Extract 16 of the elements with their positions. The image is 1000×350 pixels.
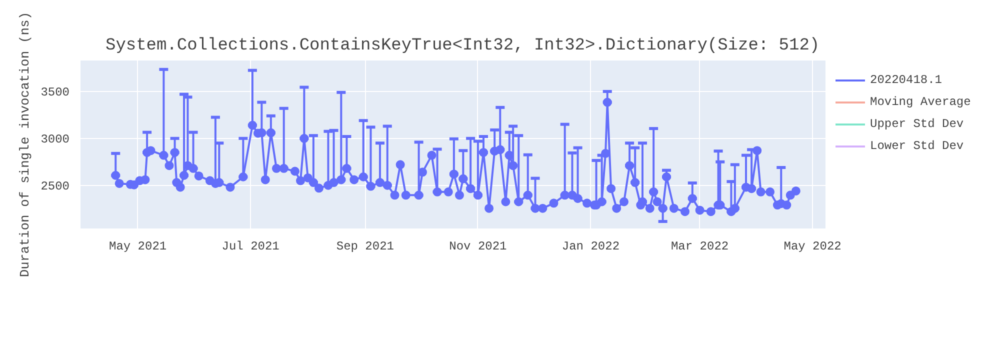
y-tick-label: 2500 <box>40 179 70 194</box>
x-tick-label: Jul 2021 <box>222 240 280 254</box>
legend-label: Moving Average <box>870 95 971 109</box>
y-tick-label: 3000 <box>40 132 70 146</box>
legend-label: 20220418.1 <box>870 73 942 87</box>
x-tick-label: Sep 2021 <box>336 240 394 254</box>
x-tick-label: May 2021 <box>109 240 167 254</box>
legend-label: Lower Std Dev <box>870 139 964 153</box>
x-tick-label: Nov 2021 <box>449 240 507 254</box>
x-tick-label: May 2022 <box>784 240 842 254</box>
y-tick-label: 3500 <box>40 85 70 100</box>
y-axis-title: Duration of single invocation (ns) <box>18 12 33 278</box>
x-tick-label: Jan 2022 <box>562 240 620 254</box>
x-tick-label: Mar 2022 <box>670 240 729 254</box>
chart-title: System.Collections.ContainsKeyTrue<Int32, Int32>.Dictionary(Size: 512) <box>106 36 820 56</box>
legend-label: Upper Std Dev <box>870 117 964 131</box>
